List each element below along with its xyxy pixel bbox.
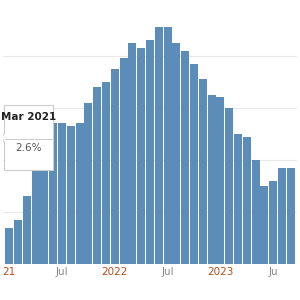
Bar [67, 126, 75, 264]
Bar [216, 98, 224, 264]
Bar [49, 124, 57, 264]
Bar [5, 228, 13, 264]
Bar [146, 40, 154, 264]
Bar [40, 134, 48, 264]
Bar [269, 181, 277, 264]
Text: Mar 2021: Mar 2021 [1, 112, 56, 122]
FancyBboxPatch shape [4, 105, 53, 170]
Bar [234, 134, 242, 264]
Bar [164, 27, 172, 264]
Text: 2.6%: 2.6% [15, 143, 42, 153]
Bar [181, 51, 189, 264]
Bar [32, 155, 40, 264]
Bar [199, 79, 207, 264]
Bar [76, 124, 84, 264]
Bar [287, 168, 295, 264]
Bar [119, 58, 128, 264]
Bar [102, 82, 110, 264]
Bar [208, 95, 216, 264]
Bar [260, 186, 268, 264]
Bar [190, 64, 198, 264]
Bar [252, 160, 260, 264]
Bar [278, 168, 286, 264]
Bar [172, 43, 181, 264]
Bar [225, 108, 233, 264]
Bar [137, 48, 145, 264]
Bar [93, 87, 101, 264]
Bar [155, 27, 163, 264]
Bar [14, 220, 22, 264]
Polygon shape [2, 133, 4, 142]
Bar [243, 136, 251, 264]
Bar [128, 43, 136, 264]
Bar [58, 124, 66, 264]
Bar [111, 69, 119, 264]
Bar [84, 103, 92, 264]
Bar [23, 196, 31, 264]
